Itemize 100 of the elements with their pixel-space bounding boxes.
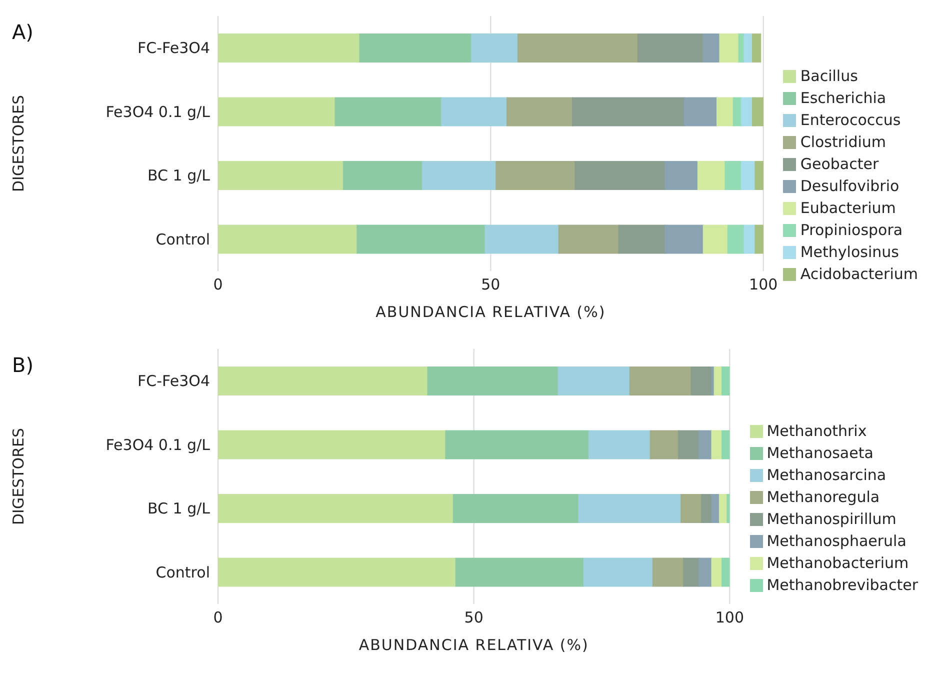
legend-label: Methanobacterium — [766, 554, 909, 572]
text: B) — [12, 353, 34, 377]
bar — [629, 366, 692, 396]
bar — [342, 161, 424, 190]
bar — [445, 430, 590, 460]
legend-label: Enterococcus — [800, 110, 901, 128]
bar — [218, 161, 344, 190]
bar — [680, 494, 702, 523]
bar — [754, 161, 764, 190]
bar — [678, 430, 700, 460]
bar — [218, 34, 360, 62]
y-axis-title: DIGESTORES — [9, 428, 28, 525]
bar — [683, 558, 700, 587]
bar — [558, 366, 630, 396]
bar — [427, 366, 559, 396]
y-tick-label: Fe3O4 0.1 g/L — [106, 102, 211, 121]
bar — [650, 430, 680, 460]
y-tick-label: Control — [156, 230, 210, 248]
bar — [583, 558, 654, 587]
legend-label: Desulfovibrio — [800, 176, 900, 194]
bar — [517, 34, 638, 62]
bar — [664, 224, 704, 254]
bar — [698, 430, 712, 460]
bar — [702, 34, 720, 62]
bar — [637, 34, 704, 62]
legend-label: Methylosinus — [800, 242, 899, 260]
legend-label: Acidobacterium — [800, 264, 918, 282]
x-tick-label: 100 — [715, 608, 744, 627]
y-tick-label: Control — [156, 563, 210, 582]
bar — [701, 494, 712, 523]
bar — [652, 558, 684, 587]
bar — [697, 161, 726, 190]
bar — [684, 97, 718, 126]
bar — [727, 224, 745, 254]
bar — [741, 97, 753, 126]
y-tick-label: BC 1 g/L — [147, 500, 211, 518]
y-tick-label: BC 1 g/L — [147, 166, 211, 185]
bar — [359, 34, 472, 62]
bar — [698, 558, 712, 587]
bar — [496, 161, 576, 190]
bar — [578, 494, 682, 523]
bar — [618, 224, 666, 254]
bar — [588, 430, 651, 460]
bar — [484, 224, 560, 254]
legend-label: Methanosarcina — [766, 466, 886, 484]
legend-label: Escherichia — [800, 88, 886, 106]
bar — [218, 224, 358, 254]
y-tick-label: FC-Fe3O4 — [138, 39, 210, 58]
x-axis-title: ABUNDANCIA RELATIVA (%) — [358, 636, 589, 654]
bar — [726, 494, 730, 523]
legend-label: Methanobrevibacter — [766, 576, 918, 594]
bar — [452, 494, 580, 523]
text: A) — [12, 20, 34, 44]
bar — [218, 366, 428, 396]
bar — [754, 224, 764, 254]
y-axis-title: DIGESTORES — [9, 95, 28, 192]
bar — [574, 161, 666, 190]
legend-label: Bacillus — [800, 66, 858, 84]
x-axis-title: ABUNDANCIA RELATIVA (%) — [376, 303, 606, 321]
bar — [722, 558, 730, 587]
bar — [722, 366, 730, 396]
bar — [752, 97, 764, 126]
x-tick-label: 100 — [749, 276, 778, 294]
bar — [218, 430, 446, 460]
x-tick-label: 0 — [213, 608, 223, 627]
legend-label: Geobacter — [800, 154, 879, 172]
bar — [218, 97, 336, 126]
legend-label: Methanoregula — [766, 488, 880, 506]
bar — [716, 97, 734, 126]
bar — [572, 97, 685, 126]
legend-label: Methanosphaerula — [766, 532, 906, 550]
bar — [690, 366, 712, 396]
x-tick-label: 0 — [213, 276, 223, 294]
bar — [558, 224, 620, 254]
legend-label: Methanosaeta — [766, 444, 874, 462]
bar — [722, 430, 730, 460]
bar — [702, 224, 728, 254]
x-tick-label: 50 — [481, 276, 500, 294]
bar — [471, 34, 518, 62]
bar — [741, 161, 756, 190]
y-tick-label: Fe3O4 0.1 g/L — [106, 436, 211, 454]
bar — [441, 97, 508, 126]
bar — [455, 558, 584, 587]
legend-label: Propiniospora — [800, 220, 903, 238]
legend-label: Eubacterium — [800, 198, 896, 216]
bar — [724, 161, 742, 190]
legend-label: Methanospirillum — [766, 510, 896, 528]
bar — [356, 224, 486, 254]
bar — [218, 558, 456, 587]
y-tick-label: FC-Fe3O4 — [138, 372, 210, 390]
bar — [218, 494, 454, 523]
x-tick-label: 50 — [464, 608, 484, 627]
bar — [719, 34, 740, 62]
bar — [664, 161, 698, 190]
bar — [422, 161, 497, 190]
bar — [334, 97, 442, 126]
legend-label: Clostridium — [800, 132, 886, 150]
legend-label: Methanothrix — [766, 422, 867, 440]
bar — [752, 34, 762, 62]
bar — [506, 97, 573, 126]
